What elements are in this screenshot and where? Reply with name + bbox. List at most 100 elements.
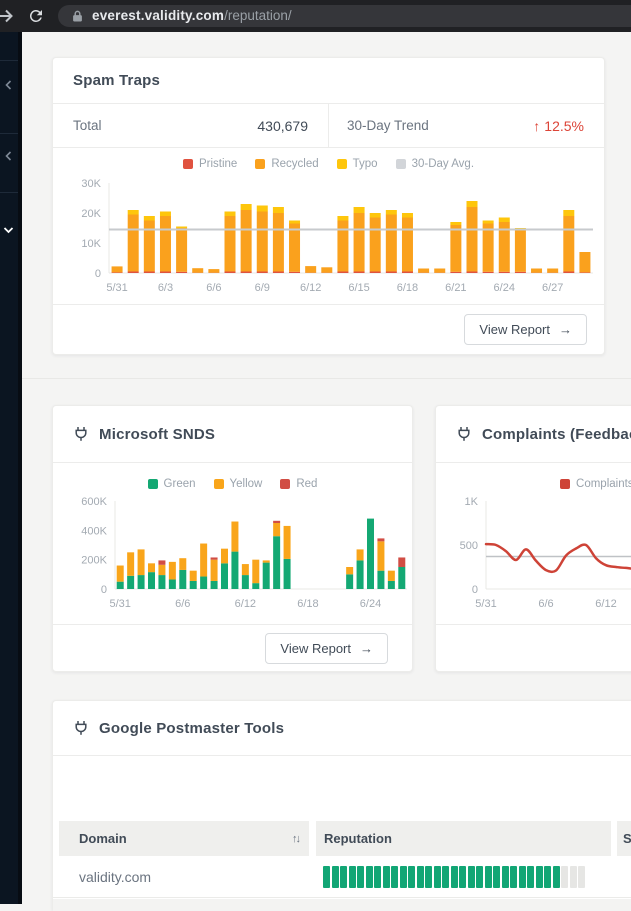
svg-text:6/15: 6/15: [348, 282, 369, 294]
legend-swatch: [396, 159, 406, 169]
column-header-spam-rate[interactable]: Spam Rate: [617, 821, 631, 856]
url-host: everest.validity.com: [92, 8, 224, 23]
table-row[interactable]: validity.com: [53, 856, 631, 898]
reputation-segment: [366, 866, 373, 888]
svg-text:400K: 400K: [81, 525, 107, 537]
svg-text:10K: 10K: [81, 238, 101, 250]
reputation-segment: [468, 866, 475, 888]
complaints-footer: View Report→: [436, 624, 631, 671]
complaints-chart: 0 500 1K 5/31 6/6 6/12: [436, 495, 631, 626]
legend-item: Yellow: [214, 478, 263, 490]
svg-text:200K: 200K: [81, 555, 107, 567]
spam-traps-legend: Pristine Recycled Typo 30-Day Avg.: [53, 153, 604, 175]
plug-icon: [73, 426, 89, 442]
plug-icon: [456, 426, 472, 442]
legend-swatch: [148, 479, 158, 489]
legend-item: 30-Day Avg.: [396, 158, 474, 170]
stat-trend: 30-Day Trend ↑12.5%: [329, 104, 604, 147]
url-path: /reputation/: [224, 8, 292, 23]
trend-up-icon: ↑: [533, 118, 540, 134]
spam-traps-footer: View Report→: [53, 304, 604, 354]
svg-text:5/31: 5/31: [475, 598, 496, 610]
reputation-segment: [493, 866, 500, 888]
svg-text:600K: 600K: [81, 496, 107, 508]
view-report-button[interactable]: View Report→: [464, 314, 587, 345]
reputation-segment: [383, 866, 390, 888]
reputation-segment: [459, 866, 466, 888]
legend-swatch: [255, 159, 265, 169]
reputation-segment: [553, 866, 560, 888]
reputation-segment: [442, 866, 449, 888]
legend-item: Typo: [337, 158, 378, 170]
reputation-segment: [417, 866, 424, 888]
reputation-segment: [349, 866, 356, 888]
chevron-left-icon[interactable]: [4, 151, 13, 161]
svg-text:6/9: 6/9: [255, 282, 270, 294]
legend-swatch: [560, 479, 570, 489]
legend-swatch: [183, 159, 193, 169]
complaints-title: Complaints (Feedback Loops): [482, 426, 631, 443]
url-bar[interactable]: everest.validity.com/reputation/: [58, 5, 631, 27]
column-gap: [309, 821, 316, 856]
arrow-right-icon: →: [360, 641, 373, 656]
spam-traps-card: Spam Traps Total 430,679 30-Day Trend ↑1…: [52, 57, 605, 355]
arrow-right-icon: →: [559, 322, 572, 337]
svg-text:5/31: 5/31: [110, 598, 131, 610]
reputation-segment: [400, 866, 407, 888]
chevron-left-icon[interactable]: [4, 80, 13, 90]
sidebar-divider: [0, 192, 18, 193]
reputation-segment: [425, 866, 432, 888]
sort-icon[interactable]: ↑↓: [292, 833, 299, 845]
legend-item: Complaints: [560, 478, 631, 490]
spam-traps-title: Spam Traps: [73, 72, 160, 89]
column-header-reputation[interactable]: Reputation: [316, 821, 611, 856]
url-text: everest.validity.com/reputation/: [92, 7, 292, 25]
svg-text:6/12: 6/12: [595, 598, 616, 610]
snds-title: Microsoft SNDS: [99, 426, 215, 443]
reload-icon[interactable]: [27, 7, 45, 25]
svg-text:6/6: 6/6: [538, 598, 553, 610]
svg-text:500: 500: [460, 540, 478, 552]
svg-text:0: 0: [472, 584, 478, 596]
reputation-segment: [408, 866, 415, 888]
legend-item: Red: [280, 478, 317, 490]
svg-text:6/27: 6/27: [542, 282, 563, 294]
next-row-strip: [53, 899, 631, 911]
svg-text:6/21: 6/21: [445, 282, 466, 294]
reputation-segment: [357, 866, 364, 888]
svg-text:1K: 1K: [465, 496, 479, 508]
snds-footer: View Report→: [53, 624, 412, 671]
svg-text:6/12: 6/12: [300, 282, 321, 294]
svg-text:30K: 30K: [81, 178, 101, 190]
svg-text:5/31: 5/31: [106, 282, 127, 294]
reputation-segment: [332, 866, 339, 888]
reputation-segment: [451, 866, 458, 888]
column-header-domain[interactable]: Domain ↑↓: [59, 821, 309, 856]
legend-item: Recycled: [255, 158, 318, 170]
stat-total-label: Total: [73, 118, 102, 133]
spam-traps-header: Spam Traps: [53, 58, 604, 104]
section-divider: [22, 378, 631, 379]
svg-text:6/12: 6/12: [235, 598, 256, 610]
reputation-segment: [570, 866, 577, 888]
domain-cell[interactable]: validity.com: [79, 869, 151, 885]
legend-item: Pristine: [183, 158, 237, 170]
view-report-button[interactable]: View Report→: [265, 633, 388, 664]
postmaster-title: Google Postmaster Tools: [99, 720, 284, 737]
reputation-bar: [323, 866, 585, 888]
forward-icon[interactable]: [0, 8, 16, 24]
reputation-segment: [323, 866, 330, 888]
reputation-segment: [340, 866, 347, 888]
table-header: Domain ↑↓ Reputation Spam Rate: [59, 821, 631, 856]
reputation-segment: [485, 866, 492, 888]
svg-text:6/6: 6/6: [206, 282, 221, 294]
reputation-segment: [578, 866, 585, 888]
chevron-down-icon[interactable]: [3, 226, 14, 235]
collapsed-sidebar: [0, 32, 22, 904]
stat-trend-label: 30-Day Trend: [347, 118, 429, 133]
svg-text:6/3: 6/3: [158, 282, 173, 294]
sidebar-divider: [0, 133, 18, 134]
reputation-segment: [374, 866, 381, 888]
